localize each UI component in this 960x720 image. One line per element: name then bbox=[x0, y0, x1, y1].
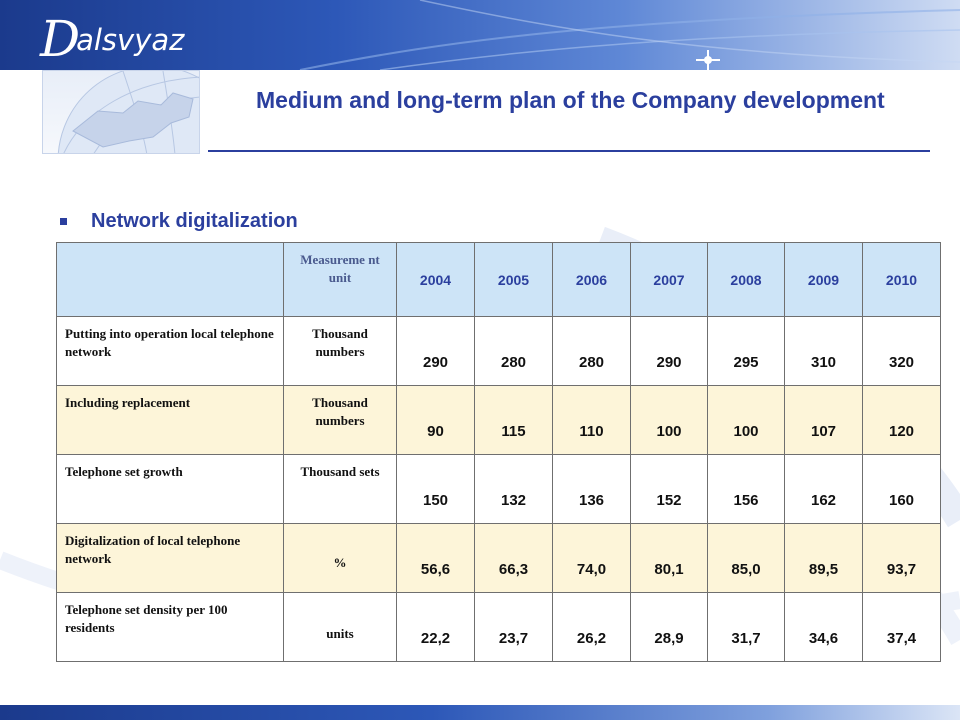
top-banner: D alsvyaz bbox=[0, 0, 960, 70]
dalsvyaz-logo: D alsvyaz bbox=[40, 8, 184, 64]
header-year-cell: 2008 bbox=[707, 242, 785, 317]
value-cell: 22,2 bbox=[396, 592, 475, 662]
header-year-cell: 2006 bbox=[552, 242, 631, 317]
row-unit-cell: % bbox=[283, 523, 397, 593]
table-row: Including replacement Thousand numbers 9… bbox=[56, 385, 941, 455]
value-cell: 100 bbox=[630, 385, 708, 455]
value-cell: 80,1 bbox=[630, 523, 708, 593]
value-cell: 115 bbox=[474, 385, 553, 455]
row-unit-cell: Thousand sets bbox=[283, 454, 397, 524]
value-cell: 23,7 bbox=[474, 592, 553, 662]
value-cell: 56,6 bbox=[396, 523, 475, 593]
row-unit-cell: units bbox=[283, 592, 397, 662]
section-heading: Network digitalization bbox=[60, 210, 298, 233]
globe-map-image bbox=[42, 70, 200, 154]
value-cell: 280 bbox=[474, 316, 553, 386]
sparkle-icon bbox=[696, 50, 720, 70]
value-cell: 152 bbox=[630, 454, 708, 524]
row-label-cell: Including replacement bbox=[56, 385, 284, 455]
value-cell: 156 bbox=[707, 454, 785, 524]
table-row: Telephone set growth Thousand sets 150 1… bbox=[56, 454, 941, 524]
value-cell: 31,7 bbox=[707, 592, 785, 662]
value-cell: 295 bbox=[707, 316, 785, 386]
value-cell: 93,7 bbox=[862, 523, 941, 593]
value-cell: 26,2 bbox=[552, 592, 631, 662]
table-header-row: Measureme nt unit 2004 2005 2006 2007 20… bbox=[56, 242, 941, 317]
banner-streaks-decoration bbox=[299, 0, 960, 70]
value-cell: 320 bbox=[862, 316, 941, 386]
page-title: Medium and long-term plan of the Company… bbox=[256, 87, 885, 113]
value-cell: 132 bbox=[474, 454, 553, 524]
header-year-cell: 2007 bbox=[630, 242, 708, 317]
row-label-cell: Digitalization of local telephone networ… bbox=[56, 523, 284, 593]
header-year-cell: 2004 bbox=[396, 242, 475, 317]
value-cell: 90 bbox=[396, 385, 475, 455]
header-empty-cell bbox=[56, 242, 284, 317]
network-plan-table: Measureme nt unit 2004 2005 2006 2007 20… bbox=[56, 242, 941, 662]
row-label-cell: Telephone set density per 100 residents bbox=[56, 592, 284, 662]
value-cell: 160 bbox=[862, 454, 941, 524]
title-divider bbox=[208, 150, 930, 152]
section-label: Network digitalization bbox=[91, 210, 298, 232]
value-cell: 290 bbox=[630, 316, 708, 386]
header-unit-cell: Measureme nt unit bbox=[283, 242, 397, 317]
value-cell: 110 bbox=[552, 385, 631, 455]
value-cell: 85,0 bbox=[707, 523, 785, 593]
header-year-cell: 2005 bbox=[474, 242, 553, 317]
logo-text: alsvyaz bbox=[76, 23, 185, 57]
logo-initial: D bbox=[40, 10, 80, 68]
row-unit-cell: Thousand numbers bbox=[283, 385, 397, 455]
value-cell: 120 bbox=[862, 385, 941, 455]
header-year-cell: 2009 bbox=[784, 242, 863, 317]
row-label-cell: Telephone set growth bbox=[56, 454, 284, 524]
globe-icon bbox=[57, 71, 199, 153]
value-cell: 136 bbox=[552, 454, 631, 524]
value-cell: 150 bbox=[396, 454, 475, 524]
value-cell: 37,4 bbox=[862, 592, 941, 662]
square-bullet-icon bbox=[60, 218, 67, 225]
table-row: Putting into operation local telephone n… bbox=[56, 316, 941, 386]
value-cell: 162 bbox=[784, 454, 863, 524]
value-cell: 89,5 bbox=[784, 523, 863, 593]
bottom-bar bbox=[0, 705, 960, 720]
value-cell: 310 bbox=[784, 316, 863, 386]
row-label-cell: Putting into operation local telephone n… bbox=[56, 316, 284, 386]
value-cell: 34,6 bbox=[784, 592, 863, 662]
row-unit-cell: Thousand numbers bbox=[283, 316, 397, 386]
value-cell: 74,0 bbox=[552, 523, 631, 593]
value-cell: 100 bbox=[707, 385, 785, 455]
value-cell: 66,3 bbox=[474, 523, 553, 593]
table-row: Telephone set density per 100 residents … bbox=[56, 592, 941, 662]
value-cell: 107 bbox=[784, 385, 863, 455]
title-area: Medium and long-term plan of the Company… bbox=[256, 86, 936, 115]
value-cell: 290 bbox=[396, 316, 475, 386]
table-row: Digitalization of local telephone networ… bbox=[56, 523, 941, 593]
value-cell: 28,9 bbox=[630, 592, 708, 662]
value-cell: 280 bbox=[552, 316, 631, 386]
header-year-cell: 2010 bbox=[862, 242, 941, 317]
